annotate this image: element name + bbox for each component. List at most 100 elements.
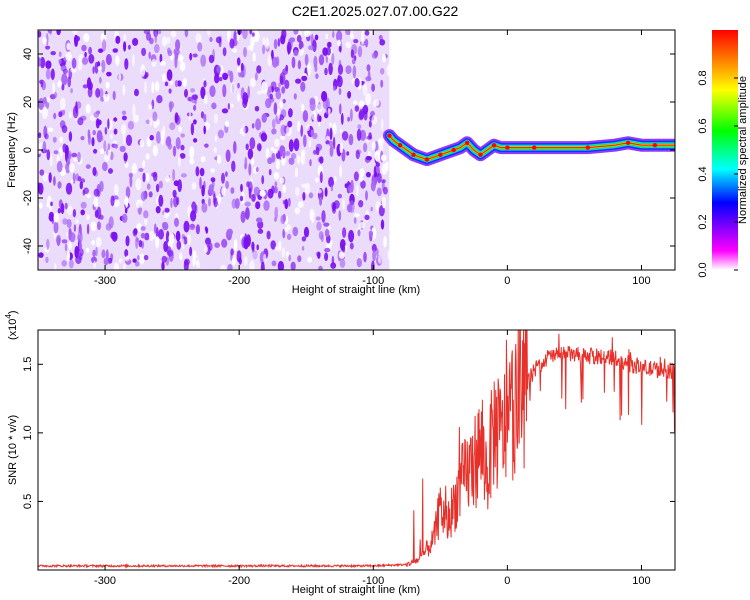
noise-blob	[359, 221, 365, 229]
noise-blob	[146, 183, 151, 190]
noise-blob	[45, 60, 52, 69]
noise-blob	[87, 133, 91, 146]
noise-blob	[288, 108, 293, 118]
noise-blob	[384, 161, 389, 170]
noise-blob	[268, 169, 272, 176]
noise-blob	[373, 99, 380, 107]
noise-blob	[347, 91, 352, 99]
noise-blob	[356, 128, 362, 141]
noise-blob	[177, 155, 181, 167]
noise-blob	[172, 145, 177, 157]
noise-blob	[248, 181, 253, 193]
noise-blob	[132, 53, 135, 67]
noise-blob	[38, 182, 44, 195]
noise-blob	[350, 49, 354, 59]
noise-blob	[271, 56, 279, 68]
noise-blob	[86, 193, 91, 199]
noise-blob	[107, 147, 112, 158]
noise-blob	[293, 30, 299, 35]
noise-blob	[244, 256, 248, 266]
noise-blob	[231, 160, 236, 172]
noise-blob	[221, 238, 228, 248]
noise-blob	[365, 190, 368, 201]
noise-blob	[226, 228, 233, 236]
noise-blob	[341, 131, 349, 141]
noise-blob	[121, 115, 127, 121]
noise-blob	[68, 162, 75, 173]
noise-blob	[53, 212, 60, 223]
noise-blob	[315, 73, 319, 79]
noise-blob	[195, 33, 202, 43]
noise-blob	[371, 226, 377, 240]
noise-blob	[138, 168, 144, 172]
noise-blob	[297, 201, 304, 209]
x-tick-label: 0	[504, 275, 510, 287]
noise-blob	[338, 251, 345, 259]
noise-blob	[70, 179, 74, 184]
noise-blob	[50, 201, 53, 207]
noise-blob	[365, 76, 372, 82]
noise-blob	[348, 229, 355, 243]
noise-blob	[83, 33, 90, 42]
noise-blob	[281, 86, 286, 94]
noise-blob	[85, 164, 91, 169]
noise-blob	[191, 182, 197, 190]
noise-blob	[92, 66, 95, 74]
noise-blob	[113, 143, 119, 149]
noise-blob	[189, 158, 195, 165]
noise-blob	[70, 88, 73, 94]
noise-blob	[327, 41, 332, 48]
noise-blob	[164, 81, 169, 87]
noise-blob	[245, 143, 249, 151]
noise-blob	[38, 143, 42, 155]
noise-blob	[290, 261, 296, 270]
noise-blob	[349, 242, 354, 250]
noise-blob	[286, 224, 291, 231]
noise-blob	[67, 205, 73, 216]
noise-blob	[374, 150, 381, 162]
noise-blob	[161, 255, 168, 263]
noise-blob	[47, 127, 54, 132]
noise-blob	[195, 224, 200, 235]
colorbar-tick-label: 0.2	[697, 214, 709, 229]
noise-blob	[186, 234, 192, 245]
noise-blob	[304, 30, 311, 37]
noise-blob	[284, 198, 289, 210]
noise-blob	[229, 38, 235, 49]
snr-y-ticks: 0.5 1.0 1.5	[22, 357, 675, 509]
noise-blob	[44, 133, 49, 140]
noise-blob	[45, 256, 49, 264]
noise-blob	[365, 171, 371, 178]
noise-blob	[255, 118, 262, 131]
noise-blob	[125, 186, 131, 199]
noise-blob	[229, 70, 234, 83]
noise-blob	[336, 30, 343, 42]
noise-blob	[288, 254, 292, 262]
ridge-peak	[491, 143, 497, 148]
noise-blob	[339, 258, 346, 268]
noise-blob	[366, 64, 371, 72]
y-tick-label: -40	[22, 238, 34, 254]
noise-blob	[266, 230, 271, 240]
noise-blob	[271, 128, 277, 135]
noise-blob	[189, 146, 195, 159]
noise-blob	[352, 100, 358, 105]
noise-blob	[124, 198, 127, 205]
noise-blob	[347, 116, 350, 122]
noise-blob	[242, 92, 249, 105]
noise-blob	[193, 104, 197, 111]
noise-blob	[381, 179, 386, 184]
colorbar-label: Normalized spectral amplitude	[737, 76, 749, 224]
noise-blob	[114, 183, 119, 196]
noise-blob	[93, 197, 99, 208]
noise-blob	[38, 98, 45, 110]
noise-blob	[174, 115, 181, 125]
noise-blob	[161, 261, 165, 270]
noise-blob	[200, 156, 206, 163]
noise-blob	[203, 80, 207, 88]
noise-blob	[319, 196, 323, 206]
noise-blob	[336, 75, 343, 88]
noise-blob	[140, 191, 147, 202]
noise-blob	[66, 250, 71, 262]
noise-blob	[190, 88, 196, 93]
